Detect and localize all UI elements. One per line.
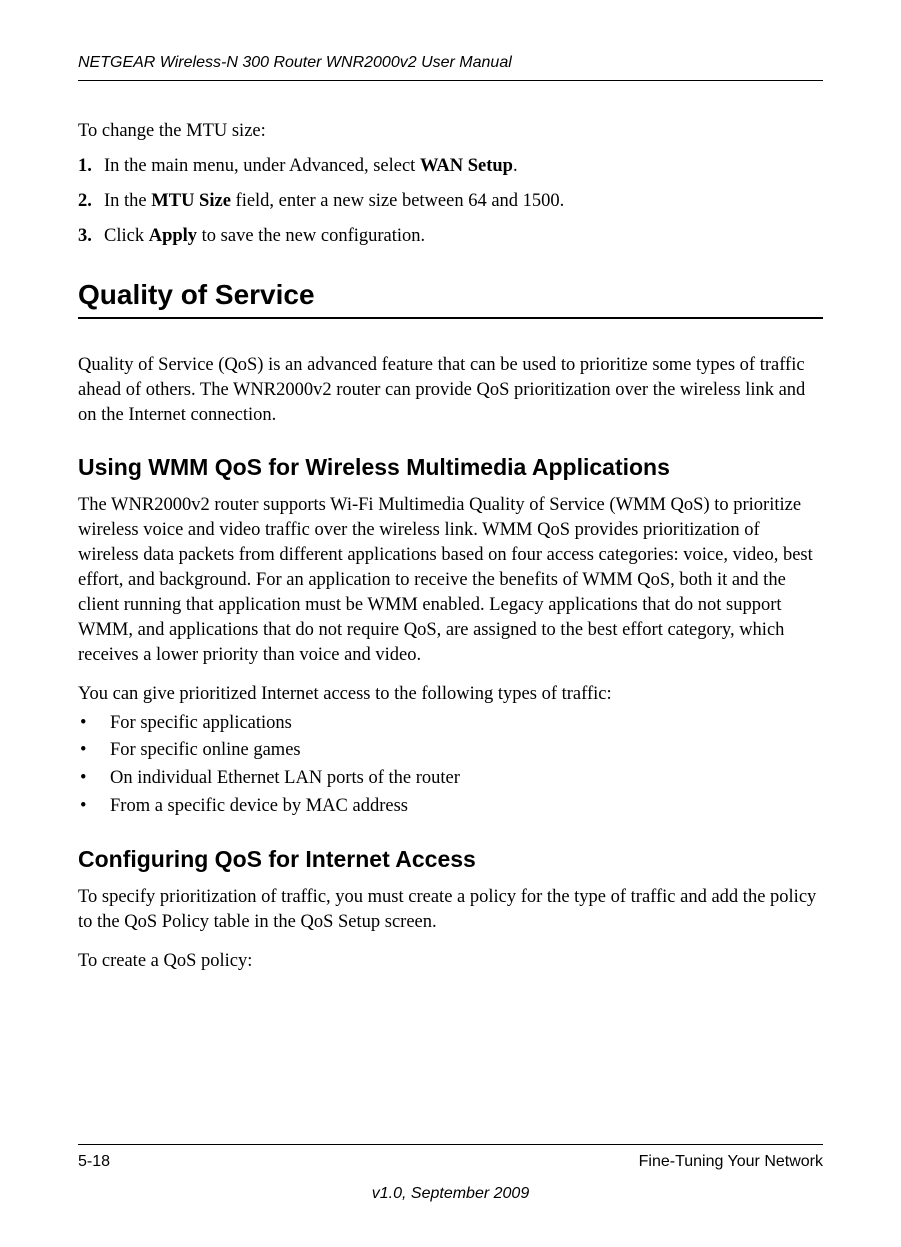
list-item: From a specific device by MAC address: [78, 794, 823, 820]
step-text-before: In the main menu, under Advanced, select: [104, 156, 420, 176]
subsection-heading-wmm: Using WMM QoS for Wireless Multimedia Ap…: [78, 454, 823, 481]
step-text-after: .: [513, 156, 518, 176]
section-heading-qos: Quality of Service: [78, 279, 823, 311]
section3-para2: To create a QoS policy:: [78, 949, 823, 974]
step-text-before: Click: [104, 226, 149, 246]
version-date: v1.0, September 2009: [78, 1185, 823, 1203]
step-item: 3.Click Apply to save the new configurat…: [78, 224, 823, 249]
list-item: For specific online games: [78, 738, 823, 764]
page-footer: 5-18 Fine-Tuning Your Network v1.0, Sept…: [78, 1144, 823, 1203]
list-item: For specific applications: [78, 711, 823, 737]
footer-rule: [78, 1144, 823, 1145]
header-rule: [78, 80, 823, 81]
section2-para1: The WNR2000v2 router supports Wi-Fi Mult…: [78, 493, 823, 668]
step-item: 2.In the MTU Size field, enter a new siz…: [78, 189, 823, 214]
section-rule: [78, 317, 823, 319]
step-number: 2.: [78, 189, 104, 214]
traffic-types-list: For specific applications For specific o…: [78, 711, 823, 821]
intro-lead: To change the MTU size:: [78, 119, 823, 144]
running-header: NETGEAR Wireless-N 300 Router WNR2000v2 …: [78, 54, 823, 72]
steps-list: 1.In the main menu, under Advanced, sele…: [78, 154, 823, 249]
step-number: 3.: [78, 224, 104, 249]
step-bold: WAN Setup: [420, 156, 513, 176]
step-text-after: field, enter a new size between 64 and 1…: [231, 191, 564, 211]
subsection-heading-config: Configuring QoS for Internet Access: [78, 846, 823, 873]
section3-para1: To specify prioritization of traffic, yo…: [78, 885, 823, 935]
section2-para2: You can give prioritized Internet access…: [78, 682, 823, 707]
step-bold: MTU Size: [151, 191, 231, 211]
step-number: 1.: [78, 154, 104, 179]
section1-para: Quality of Service (QoS) is an advanced …: [78, 353, 823, 428]
step-text-after: to save the new configuration.: [197, 226, 425, 246]
list-item: On individual Ethernet LAN ports of the …: [78, 766, 823, 792]
step-bold: Apply: [149, 226, 197, 246]
page-number: 5-18: [78, 1153, 110, 1171]
step-text-before: In the: [104, 191, 151, 211]
chapter-title: Fine-Tuning Your Network: [639, 1153, 823, 1171]
step-item: 1.In the main menu, under Advanced, sele…: [78, 154, 823, 179]
